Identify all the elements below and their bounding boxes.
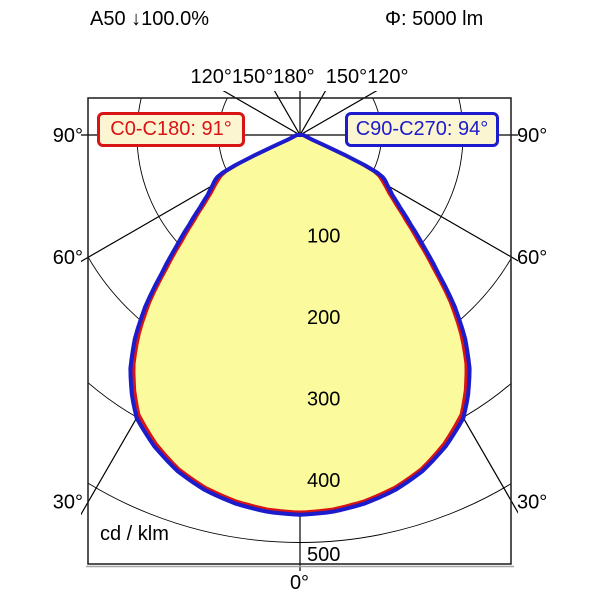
radial-tick-label-100: 100 (307, 226, 340, 248)
intensity-fill (130, 135, 470, 515)
angle-label-right-30: 30° (517, 491, 547, 513)
legend-c0-c180-label: C0-C180: 91° (110, 118, 232, 140)
curve-c0-c180 (131, 133, 469, 515)
angle-label-left-30: 30° (53, 491, 83, 513)
plot-border (87, 97, 512, 565)
luminous-flux-label: Φ: 5000 lm (385, 8, 484, 30)
radial-tick-label-200: 200 (307, 307, 340, 329)
flux-fraction-label: A50 ↓100.0% (90, 8, 209, 30)
nadir-angle-label: 0° (289, 572, 310, 594)
upper-hemisphere-angle-row: 120°150°180° 150°120° (190, 66, 409, 88)
legend-c0-c180: C0-C180: 91° (97, 112, 245, 147)
legend-c90-c270-label: C90-C270: 94° (355, 118, 489, 140)
angle-label-right-60: 60° (517, 247, 547, 269)
radial-tick-label-400: 400 (307, 470, 340, 492)
radial-tick-label-300: 300 (307, 389, 340, 411)
legend-c90-c270: C90-C270: 94° (345, 112, 499, 147)
angle-label-right-90: 90° (517, 125, 547, 147)
angle-label-left-60: 60° (53, 247, 83, 269)
radial-tick-label-500: 500 (307, 544, 340, 566)
unit-label: cd / klm (100, 523, 169, 545)
angle-label-left-90: 90° (53, 125, 83, 147)
curve-c90-c270 (128, 133, 472, 517)
